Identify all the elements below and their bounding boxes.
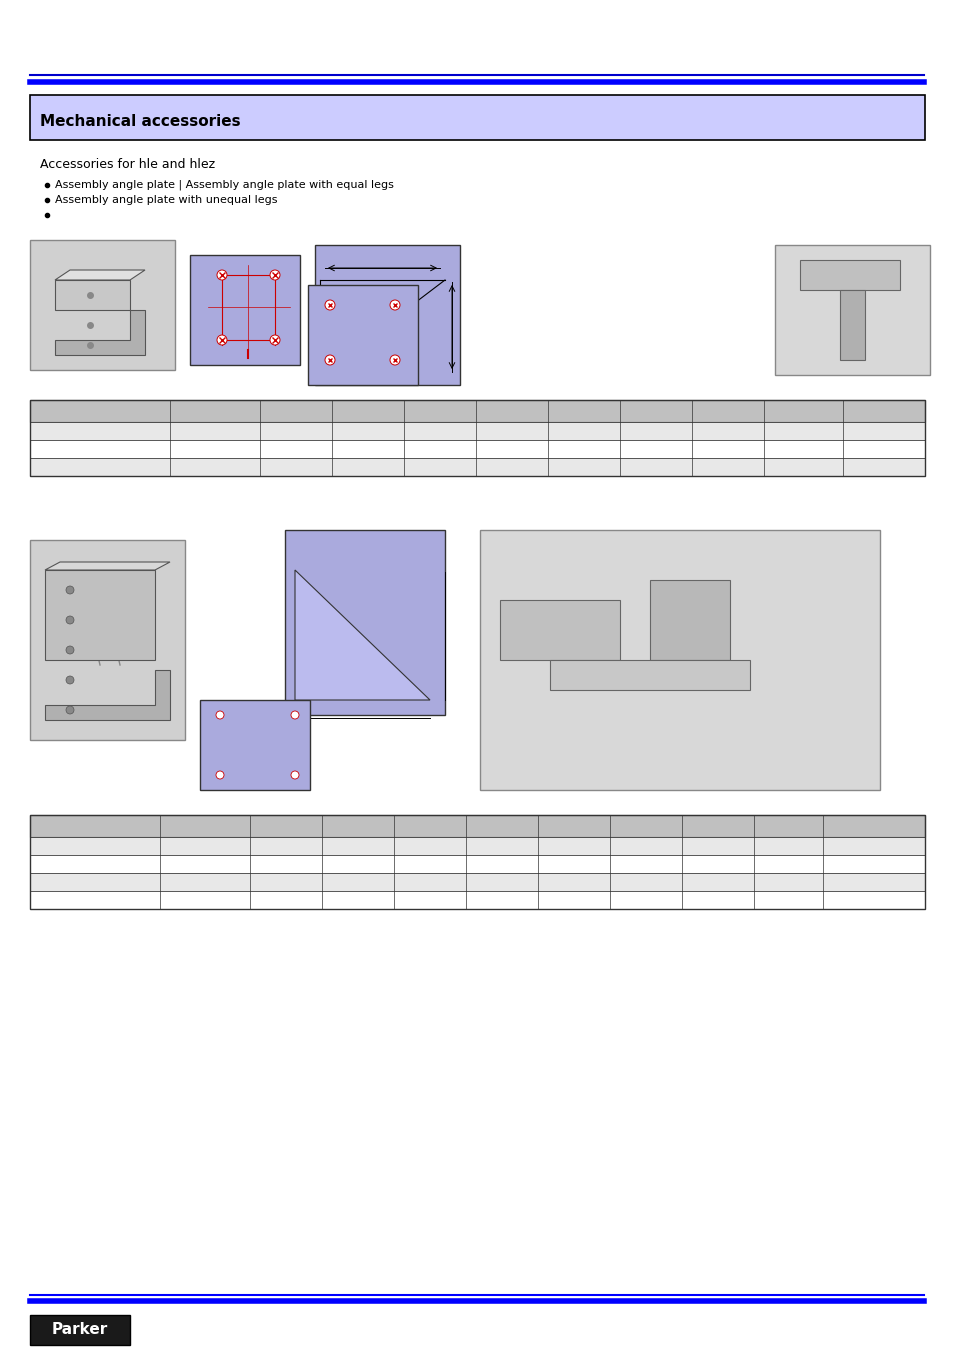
Circle shape [66, 707, 74, 713]
Circle shape [215, 711, 224, 719]
Polygon shape [55, 309, 145, 355]
Bar [30, 873, 924, 892]
Text: Mechanical accessories: Mechanical accessories [40, 115, 240, 130]
Bar [314, 245, 459, 385]
Circle shape [291, 711, 298, 719]
Bar [649, 580, 729, 661]
Bar [190, 255, 299, 365]
Bar [840, 290, 864, 359]
Bar [550, 661, 749, 690]
Circle shape [291, 771, 298, 780]
Bar [308, 285, 417, 385]
Text: Parker: Parker [51, 1323, 108, 1337]
Polygon shape [294, 570, 430, 700]
Circle shape [66, 586, 74, 594]
Circle shape [270, 335, 280, 345]
Bar [30, 440, 924, 458]
Circle shape [66, 646, 74, 654]
Circle shape [215, 771, 224, 780]
Bar [30, 815, 924, 909]
Text: Assembly angle plate | Assembly angle plate with equal legs: Assembly angle plate | Assembly angle pl… [55, 180, 394, 190]
Polygon shape [45, 670, 170, 720]
Circle shape [216, 335, 227, 345]
Bar [30, 422, 924, 440]
Circle shape [325, 355, 335, 365]
Text: Assembly angle plate with unequal legs: Assembly angle plate with unequal legs [55, 195, 277, 205]
Polygon shape [55, 270, 145, 280]
Circle shape [390, 300, 399, 309]
Circle shape [216, 270, 227, 280]
Text: Accessories for hle and hlez: Accessories for hle and hlez [40, 158, 214, 172]
Bar [30, 892, 924, 909]
Bar [30, 458, 924, 476]
Bar [499, 600, 619, 661]
Polygon shape [45, 570, 154, 661]
Bar [30, 855, 924, 873]
Polygon shape [45, 562, 170, 570]
Bar [30, 400, 924, 476]
Bar [30, 815, 924, 838]
Circle shape [390, 355, 399, 365]
Bar [800, 259, 899, 290]
Bar [285, 530, 444, 715]
Bar [30, 1315, 130, 1346]
Bar [30, 540, 185, 740]
Bar [30, 240, 174, 370]
Circle shape [325, 300, 335, 309]
Polygon shape [55, 280, 130, 309]
Circle shape [270, 270, 280, 280]
Circle shape [66, 616, 74, 624]
Bar [30, 95, 924, 141]
Bar [200, 700, 310, 790]
Circle shape [66, 676, 74, 684]
Bar [479, 530, 879, 790]
Bar [774, 245, 929, 376]
Bar [30, 838, 924, 855]
Bar [30, 400, 924, 422]
